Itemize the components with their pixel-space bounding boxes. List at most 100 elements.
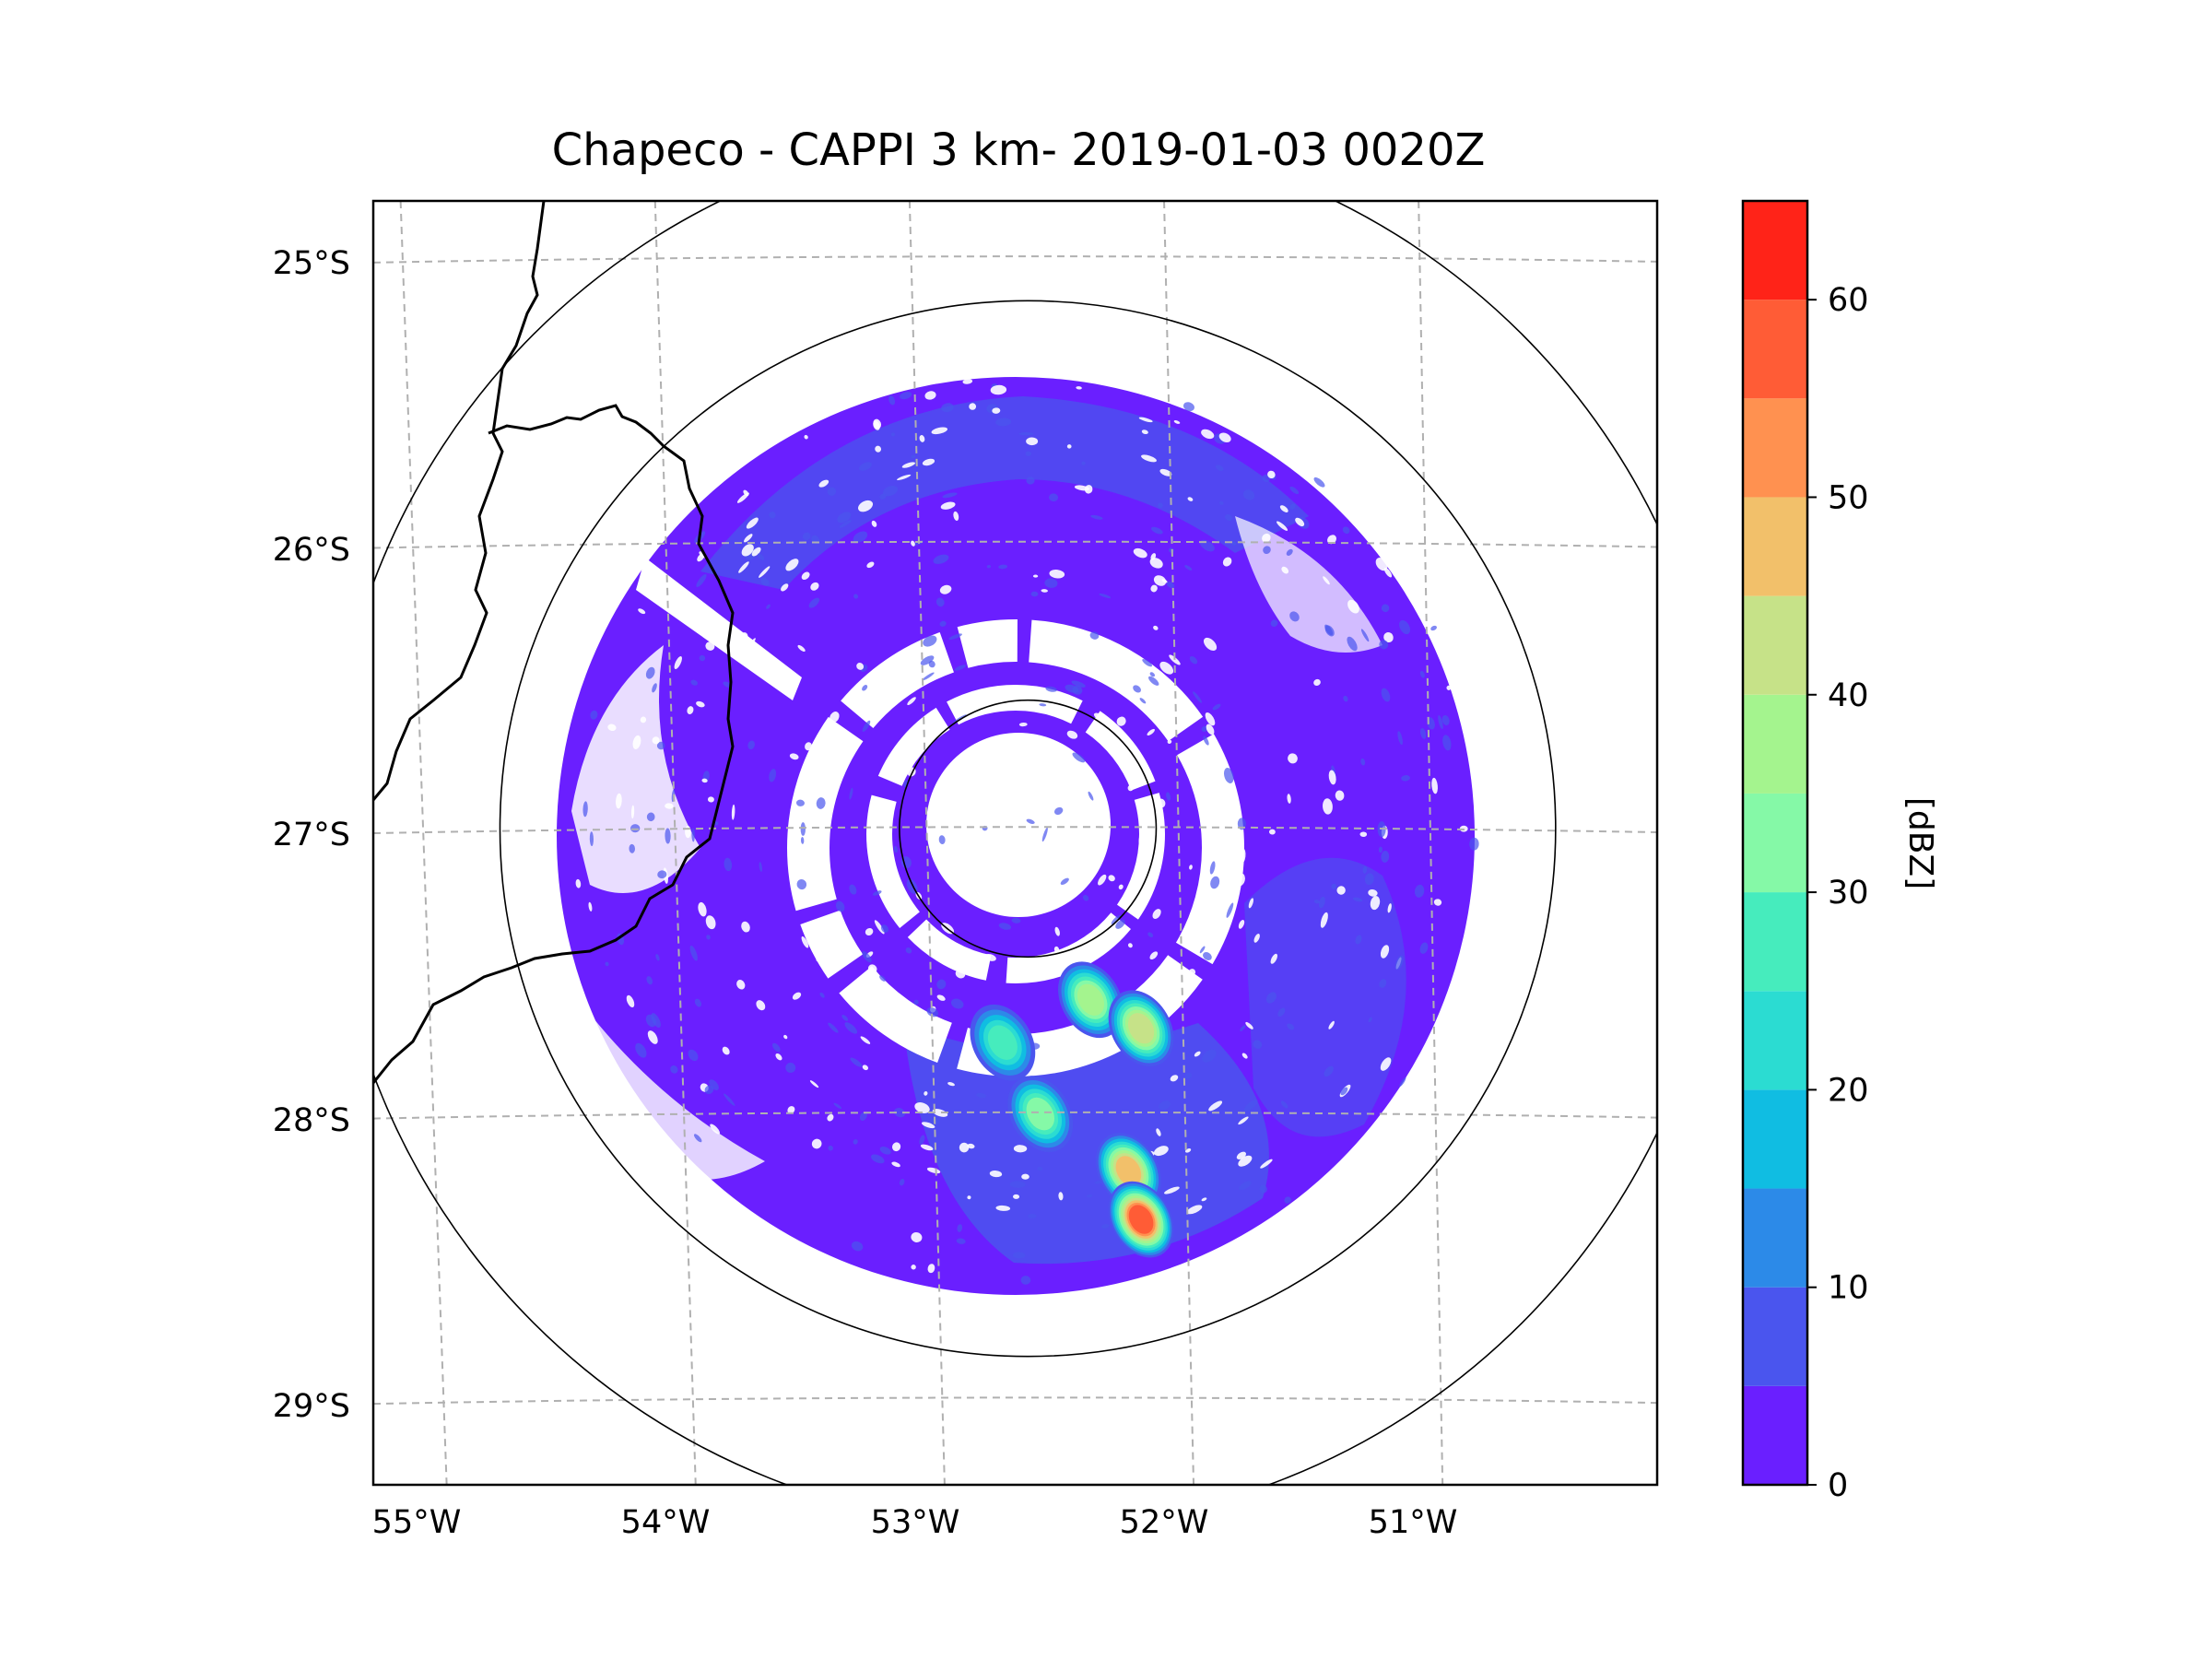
echo-speck (747, 740, 755, 750)
echo-speck (897, 474, 912, 481)
echo-speck (652, 736, 660, 745)
echo-speck (932, 1109, 948, 1117)
gridline-lat (373, 1396, 1657, 1406)
echo-speck (1186, 1205, 1203, 1215)
echo-speck (899, 1178, 905, 1186)
colorbar-tick-label: 40 (1828, 677, 1869, 714)
x-axis: 55°W 54°W 53°W 52°W 51°W (372, 1504, 1458, 1541)
echo-speck (1381, 604, 1390, 613)
echo-speck (1072, 685, 1083, 695)
echo-speck (709, 1079, 719, 1090)
echo-speck (674, 655, 682, 670)
colorbar-segment (1743, 201, 1807, 300)
echo-speck (1156, 1128, 1161, 1136)
echo-speck (876, 838, 881, 844)
echo-speck (1287, 794, 1291, 804)
echo-speck (705, 915, 716, 930)
echo-speck (1142, 659, 1153, 667)
echo-speck (938, 835, 946, 845)
echo-speck (1099, 593, 1112, 599)
echo-speck (1189, 865, 1193, 870)
echo-speck (998, 923, 1012, 930)
echo-speck (810, 582, 819, 591)
echo-speck (1139, 698, 1147, 704)
echo-speck (635, 1042, 647, 1058)
echo-speck (963, 645, 975, 651)
x-tick-label: 53°W (871, 1504, 960, 1541)
cell-mid (1007, 1076, 1074, 1152)
echo-speck (1133, 685, 1141, 693)
echo-speck (1359, 831, 1368, 837)
echo-speck (827, 1113, 834, 1122)
echo-speck (940, 501, 956, 510)
echo-speck (1265, 992, 1277, 1004)
echo-cells (970, 961, 1174, 1258)
echo-speck (801, 935, 809, 948)
echo-speck (1201, 429, 1215, 440)
colorbar-tick-label: 10 (1828, 1270, 1869, 1307)
echo-speck (696, 700, 705, 708)
echo-speck (655, 954, 660, 961)
x-tick-label: 55°W (372, 1504, 462, 1541)
echo-speck (891, 1161, 900, 1168)
echo-speck (911, 1265, 916, 1270)
echo-speck (1225, 514, 1232, 522)
echo-speck (1399, 1077, 1406, 1088)
echo-speck (1387, 903, 1392, 913)
echo-speck (862, 685, 868, 691)
echo-speck (858, 500, 874, 512)
echo-speck (965, 762, 974, 771)
echo-speck (1244, 1100, 1258, 1112)
border-argentina (373, 201, 546, 801)
echo-speck (828, 1022, 839, 1033)
echo-speck (789, 753, 799, 760)
cell-ne (1108, 990, 1174, 1067)
echo-speck (736, 980, 746, 990)
range-ring (499, 300, 1557, 1358)
echo-speck (1378, 846, 1382, 853)
range-ring (899, 699, 1158, 959)
echo-speck (1477, 823, 1485, 834)
echo-speck (1045, 686, 1057, 692)
echo-speck (1215, 465, 1224, 472)
echo-speck (1287, 1023, 1295, 1030)
echo-speck (1108, 875, 1115, 882)
echo-speck (1368, 1017, 1372, 1023)
echo-speck (962, 379, 973, 384)
echo-speck (1446, 685, 1452, 690)
echo-speck (575, 878, 582, 888)
echo-speck (759, 862, 763, 872)
echo-speck (1323, 798, 1333, 815)
echo-speck (731, 804, 735, 820)
echo-speck (605, 961, 609, 967)
echo-speck (995, 418, 1012, 427)
echo-speck (924, 1091, 928, 1096)
echo-speck (1419, 670, 1425, 678)
echo-speck (769, 512, 776, 519)
echo-band-north (700, 396, 1309, 590)
echo-speck (995, 800, 1007, 812)
echo-speck (1072, 1054, 1082, 1065)
echo-speck (976, 1092, 987, 1099)
echo-speck (841, 1015, 849, 1021)
echo-speck (1401, 775, 1410, 782)
echo-speck (656, 741, 665, 750)
echo-speck (967, 1195, 971, 1200)
echo-speck (1147, 932, 1154, 937)
colorbar-segment (1743, 595, 1807, 695)
echo-speck (589, 831, 594, 847)
echo-speck (830, 712, 840, 723)
echo-speck (1239, 1181, 1252, 1191)
echo-speck (616, 793, 622, 809)
echo-speck (687, 706, 694, 714)
echo-speck (888, 395, 896, 406)
echo-speck (948, 633, 962, 641)
gap-center (926, 733, 1111, 917)
echo-speck (1295, 517, 1305, 527)
echo-speck (766, 604, 771, 609)
echo-speck (1419, 942, 1429, 954)
echo-speck (893, 845, 898, 853)
echo-speck (916, 1046, 930, 1054)
x-tick-label: 51°W (1369, 1504, 1458, 1541)
echo-speck (1194, 1051, 1201, 1057)
